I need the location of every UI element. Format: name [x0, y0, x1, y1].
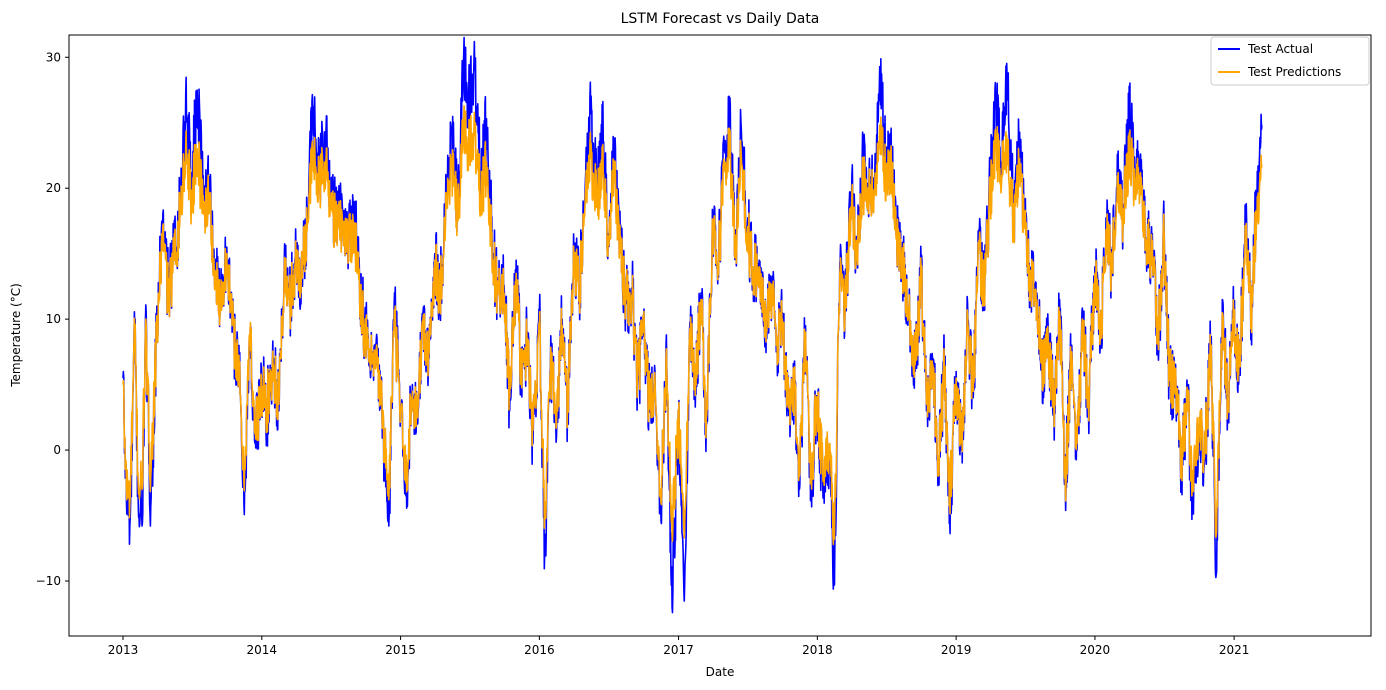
- y-tick-label: −10: [36, 574, 61, 588]
- legend-label-predictions: Test Predictions: [1247, 65, 1341, 79]
- series-line-test-predictions: [122, 105, 1263, 546]
- x-tick-label: 2016: [524, 643, 555, 657]
- y-axis-title: Temperature (°C): [9, 283, 23, 388]
- legend: Test Actual Test Predictions: [1210, 36, 1370, 86]
- x-tick-label: 2015: [385, 643, 416, 657]
- legend-label-actual: Test Actual: [1247, 42, 1313, 56]
- x-axis: 2013 2014 2015 2016 2017 2018 2019 2020 2021: [108, 636, 1250, 657]
- x-axis-title: Date: [706, 665, 735, 679]
- x-tick-label: 2021: [1219, 643, 1250, 657]
- y-tick-label: 30: [46, 50, 61, 64]
- x-tick-label: 2019: [941, 643, 972, 657]
- plot-lines: [122, 36, 1263, 614]
- x-tick-label: 2017: [663, 643, 694, 657]
- y-tick-label: 0: [53, 443, 61, 457]
- x-tick-label: 2013: [108, 643, 139, 657]
- legend-box: [1210, 36, 1370, 86]
- plot-frame: [68, 34, 1372, 637]
- x-tick-label: 2020: [1080, 643, 1111, 657]
- y-tick-label: 10: [46, 312, 61, 326]
- y-tick-label: 20: [46, 181, 61, 195]
- x-tick-label: 2018: [802, 643, 833, 657]
- x-tick-label: 2014: [247, 643, 278, 657]
- y-axis: −10 0 10 20 30: [36, 50, 69, 588]
- chart-title: LSTM Forecast vs Daily Data: [621, 11, 820, 27]
